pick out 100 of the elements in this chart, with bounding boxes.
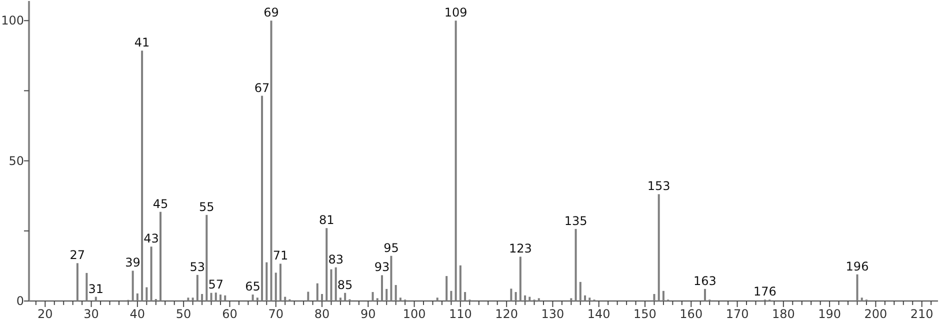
bar: [94, 296, 97, 301]
annotation: 123: [508, 242, 532, 256]
bar: [279, 264, 282, 301]
annotation: 163: [694, 274, 716, 288]
bar: [394, 285, 397, 301]
bar: [570, 298, 572, 301]
bar: [206, 214, 208, 301]
bar: [436, 298, 438, 301]
bar: [141, 50, 144, 301]
bar: [261, 96, 264, 301]
x-tick-label: 90: [360, 307, 376, 321]
annotation: 153: [647, 179, 670, 194]
x-tick-label: 170: [726, 307, 749, 321]
bar: [201, 294, 204, 301]
x-tick-label: 110: [448, 307, 472, 321]
bar: [284, 296, 286, 301]
bar: [270, 20, 272, 301]
bar: [224, 295, 226, 301]
annotation: 27: [70, 248, 86, 262]
annotation: 57: [208, 278, 224, 292]
bar: [256, 298, 258, 301]
bar: [326, 228, 328, 301]
annotation: 65: [245, 280, 260, 294]
bar: [210, 292, 212, 301]
bar: [86, 272, 88, 301]
bar: [662, 290, 664, 301]
bar: [192, 298, 194, 301]
bar: [219, 294, 222, 301]
x-tick-label: 30: [84, 307, 99, 321]
annotation: 41: [134, 36, 150, 50]
y-tick-label: 50: [8, 154, 24, 168]
annotation: 55: [199, 200, 214, 214]
bar: [266, 262, 268, 301]
bar: [446, 276, 448, 301]
bar: [252, 294, 254, 301]
bar: [860, 298, 863, 301]
annotation: 95: [384, 240, 399, 255]
bar: [390, 256, 392, 301]
x-tick-label: 190: [818, 307, 842, 321]
x-tick-label: 70: [268, 307, 284, 321]
annotation: 109: [444, 6, 468, 20]
bar: [339, 298, 342, 301]
bar: [653, 294, 656, 301]
x-tick-label: 140: [587, 307, 610, 321]
x-tick-label: 210: [910, 307, 934, 321]
x-tick-label: 200: [864, 307, 888, 321]
annotation: 31: [88, 282, 104, 296]
bar: [146, 287, 148, 301]
y-tick-label: 0: [16, 294, 24, 308]
bar: [528, 296, 531, 301]
x-tick-label: 150: [634, 307, 656, 321]
bar: [399, 298, 402, 301]
bar: [330, 269, 332, 301]
x-tick-label: 100: [402, 307, 426, 321]
annotation: 53: [190, 260, 206, 274]
bar: [386, 288, 388, 301]
y-tick-label: 100: [1, 14, 24, 28]
annotation: 69: [264, 6, 279, 20]
annotation: 43: [144, 232, 159, 246]
annotation: 67: [254, 80, 270, 95]
bar: [658, 194, 660, 301]
bar: [574, 228, 577, 301]
x-tick-label: 60: [222, 307, 238, 321]
x-tick-label: 80: [314, 307, 330, 321]
bar: [579, 282, 582, 301]
annotation: 93: [374, 260, 390, 274]
bar: [344, 292, 346, 301]
bar: [376, 298, 378, 301]
annotation: 135: [564, 214, 588, 228]
bar: [704, 288, 706, 301]
x-tick-label: 20: [38, 307, 53, 321]
bar: [514, 292, 517, 301]
bar: [136, 293, 138, 301]
bar: [464, 292, 466, 301]
bar: [316, 283, 318, 301]
annotation: 71: [272, 248, 288, 263]
x-tick-label: 50: [176, 307, 192, 321]
bar: [187, 298, 190, 301]
annotation: 83: [328, 252, 344, 266]
annotation: 39: [125, 256, 140, 270]
x-tick-label: 120: [495, 307, 518, 321]
bar: [588, 298, 591, 301]
bar: [372, 292, 374, 301]
bar: [584, 295, 586, 301]
bar: [150, 246, 152, 301]
bar: [160, 212, 162, 301]
x-tick-label: 130: [541, 307, 564, 321]
x-tick-label: 40: [130, 307, 146, 321]
x-tick-label: 160: [680, 307, 703, 321]
bar: [459, 265, 462, 301]
bar: [274, 272, 277, 301]
bar: [454, 20, 457, 301]
bar: [76, 263, 78, 301]
bar: [196, 274, 198, 301]
annotation: 45: [152, 196, 168, 211]
bar: [380, 275, 383, 301]
annotation: 176: [754, 284, 776, 299]
x-tick-label: 180: [772, 307, 795, 321]
bar: [334, 267, 337, 301]
annotation: 81: [318, 213, 334, 228]
